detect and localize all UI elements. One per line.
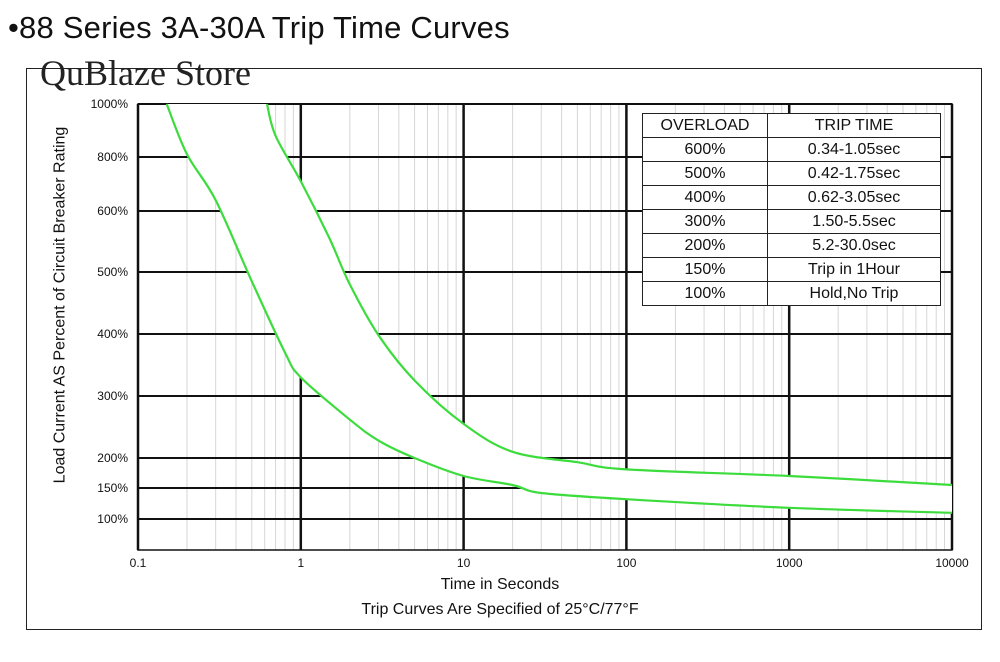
y-tick-label: 800% bbox=[97, 150, 128, 164]
trip-time-cell: Trip in 1Hour bbox=[767, 257, 941, 282]
overload-cell: 400% bbox=[642, 185, 768, 210]
overload-cell: 100% bbox=[642, 281, 768, 306]
x-axis-label: Time in Seconds bbox=[440, 576, 560, 593]
table-row: 500% 0.42-1.75sec bbox=[642, 161, 941, 186]
page-title: •88 Series 3A-30A Trip Time Curves bbox=[8, 10, 510, 45]
overload-cell: 200% bbox=[642, 233, 768, 258]
y-axis-label: Load Current AS Percent of Circuit Break… bbox=[51, 126, 69, 484]
plot-border bbox=[137, 103, 953, 551]
trip-time-cell: 0.34-1.05sec bbox=[767, 137, 941, 162]
trip-time-table: OVERLOAD TRIP TIME 600% 0.34-1.05sec 500%… bbox=[642, 113, 941, 306]
table-header-row: OVERLOAD TRIP TIME bbox=[642, 113, 941, 138]
table-row: 200% 5.2-30.0sec bbox=[642, 233, 941, 258]
y-axis-label-wrap: Load Current AS Percent of Circuit Break… bbox=[30, 120, 90, 490]
y-tick-label: 100% bbox=[97, 512, 128, 526]
trip-time-cell: 5.2-30.0sec bbox=[767, 233, 941, 258]
table-row: 400% 0.62-3.05sec bbox=[642, 185, 941, 210]
trip-time-cell: 0.62-3.05sec bbox=[767, 185, 941, 210]
overload-cell: 600% bbox=[642, 137, 768, 162]
y-tick-labels: 100% 150% 200% 300% 400% 500% 600% 800% 1000% bbox=[91, 97, 129, 526]
table-row: 300% 1.50-5.5sec bbox=[642, 209, 941, 234]
series-lines bbox=[165, 103, 953, 514]
y-tick-label: 1000% bbox=[91, 97, 129, 111]
footnote: Trip Curves Are Specified of 25°C/77°F bbox=[361, 601, 639, 618]
table-row: 150% Trip in 1Hour bbox=[642, 257, 941, 282]
trip-time-cell: Hold,No Trip bbox=[767, 281, 941, 306]
y-tick-label: 600% bbox=[97, 204, 128, 218]
trip-band bbox=[166, 104, 952, 513]
x-tick-labels: 0.1 1 10 100 1000 10000 bbox=[130, 556, 969, 570]
column-header-overload: OVERLOAD bbox=[642, 113, 768, 138]
trip-time-cell: 1.50-5.5sec bbox=[767, 209, 941, 234]
table-row: 600% 0.34-1.05sec bbox=[642, 137, 941, 162]
x-tick-label: 1 bbox=[297, 556, 304, 570]
trip-curve-1 bbox=[265, 103, 953, 487]
x-tick-label: 10 bbox=[457, 556, 471, 570]
y-tick-label: 400% bbox=[97, 327, 128, 341]
y-tick-label: 500% bbox=[97, 265, 128, 279]
chart-frame bbox=[26, 68, 982, 630]
overload-cell: 150% bbox=[642, 257, 768, 282]
trip-curve-0 bbox=[165, 103, 953, 514]
table-row: 100% Hold,No Trip bbox=[642, 281, 941, 306]
column-header-trip-time: TRIP TIME bbox=[767, 113, 941, 138]
overload-cell: 500% bbox=[642, 161, 768, 186]
x-tick-label: 1000 bbox=[776, 556, 803, 570]
y-tick-label: 150% bbox=[97, 481, 128, 495]
minor-grid bbox=[186, 104, 946, 550]
overload-cell: 300% bbox=[642, 209, 768, 234]
trip-time-cell: 0.42-1.75sec bbox=[767, 161, 941, 186]
trip-band-fill bbox=[166, 104, 952, 513]
x-tick-label: 10000 bbox=[935, 556, 969, 570]
x-tick-label: 100 bbox=[616, 556, 636, 570]
y-tick-label: 300% bbox=[97, 389, 128, 403]
x-tick-label: 0.1 bbox=[130, 556, 147, 570]
y-tick-label: 200% bbox=[97, 451, 128, 465]
watermark: QuBlaze Store bbox=[40, 53, 251, 93]
